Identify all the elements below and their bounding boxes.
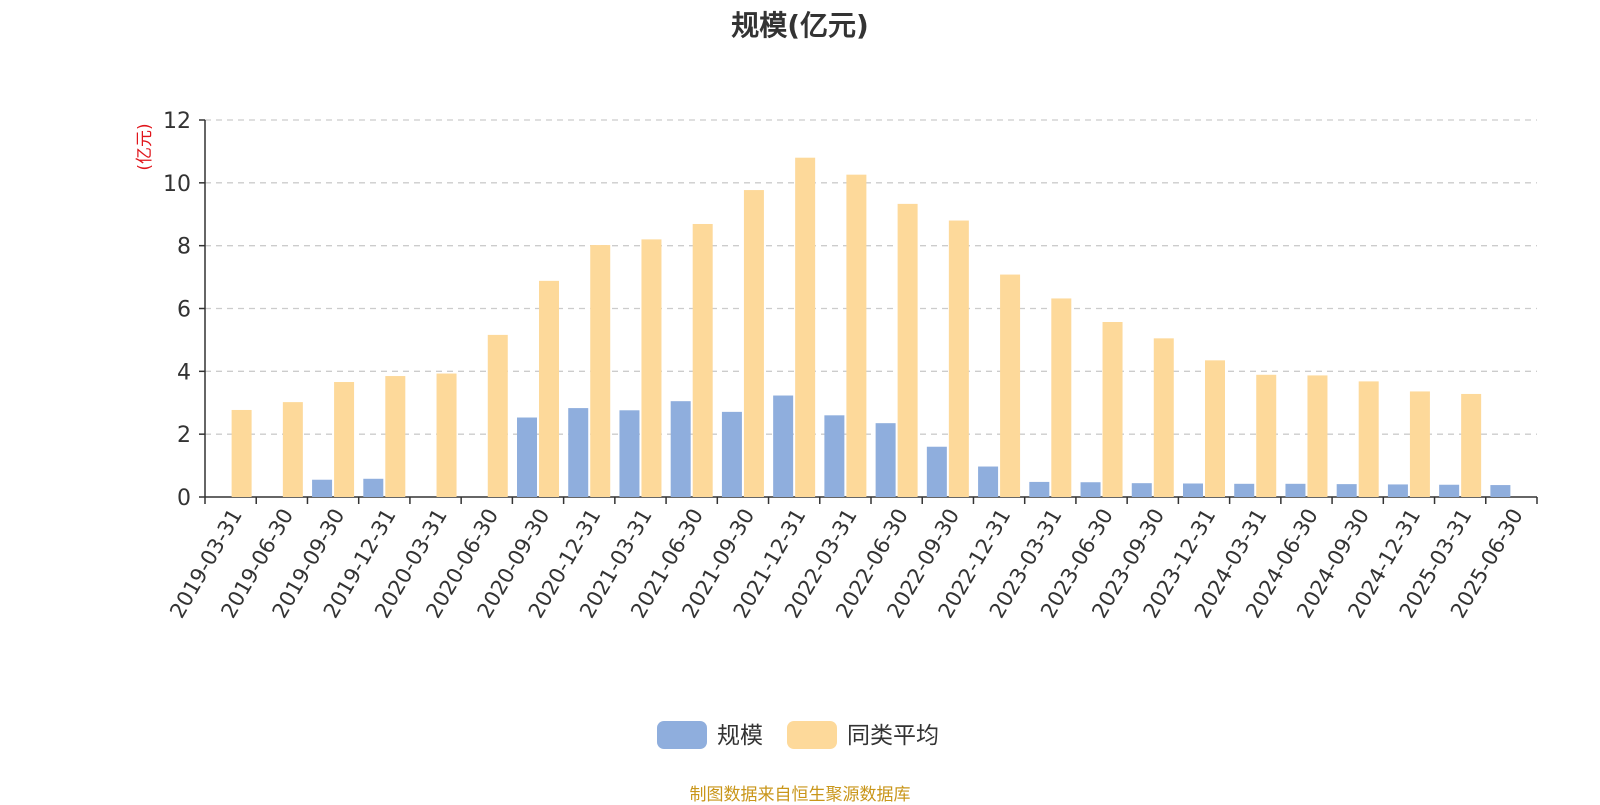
bar-peer-average [487, 334, 508, 497]
bar-peer-average [539, 280, 559, 497]
bar-scale [1029, 481, 1050, 497]
bar-scale [312, 479, 333, 497]
bar-peer-average [1409, 391, 1430, 497]
legend-swatch [787, 721, 837, 749]
bar-scale [926, 446, 947, 497]
bar-peer-average [1358, 381, 1379, 497]
bar-peer-average [1102, 322, 1123, 497]
y-tick-label: 8 [177, 235, 191, 260]
bar-scale [619, 410, 640, 497]
bar-scale [773, 395, 794, 497]
bar-scale [1439, 484, 1460, 497]
bar-scale [670, 401, 691, 497]
y-tick-label: 2 [177, 423, 191, 448]
bar-scale [875, 423, 896, 497]
bar-scale [824, 415, 845, 497]
bar-peer-average [1307, 375, 1328, 497]
bar-peer-average [1461, 393, 1482, 497]
bar-peer-average [334, 382, 355, 497]
bar-peer-average [1153, 338, 1174, 497]
bar-peer-average [1000, 274, 1021, 497]
bar-peer-average [436, 373, 457, 497]
bar-peer-average [1256, 374, 1277, 497]
bar-peer-average [948, 220, 969, 498]
chart-title: 规模(亿元) [731, 9, 869, 42]
bar-scale [1131, 483, 1152, 497]
bar-peer-average [282, 402, 303, 497]
y-tick-label: 6 [177, 298, 191, 323]
bar-peer-average [692, 223, 713, 497]
bar-peer-average [1205, 360, 1225, 497]
bar-scale [1183, 483, 1203, 497]
bar-scale [517, 417, 537, 497]
bar-peer-average [1051, 298, 1072, 497]
bar-scale [1285, 483, 1306, 497]
bar-peer-average [231, 409, 252, 497]
bar-scale [721, 411, 742, 497]
source-note: 制图数据来自恒生聚源数据库 [689, 785, 911, 805]
bar-scale [1387, 484, 1408, 497]
bar-scale [568, 408, 589, 497]
bar-scale [1336, 484, 1357, 497]
y-axis-label: (亿元) [135, 123, 155, 170]
bar-peer-average [641, 239, 662, 497]
y-tick-label: 12 [163, 109, 191, 134]
bar-scale [1080, 482, 1101, 497]
bar-scale [978, 466, 999, 497]
bar-peer-average [846, 174, 867, 498]
legend-label: 规模 [717, 723, 763, 749]
bar-peer-average [795, 157, 816, 497]
y-tick-label: 0 [177, 486, 191, 511]
y-tick-label: 4 [177, 360, 191, 385]
bar-peer-average [897, 203, 918, 497]
bar-peer-average [743, 190, 764, 497]
bar-scale [363, 478, 384, 497]
bar-scale [1234, 483, 1255, 497]
legend-swatch [657, 721, 707, 749]
y-tick-label: 10 [163, 172, 191, 197]
bar-peer-average [590, 245, 611, 497]
bar-peer-average [385, 376, 406, 497]
bar-scale [1490, 485, 1511, 497]
legend-label: 同类平均 [847, 723, 939, 749]
